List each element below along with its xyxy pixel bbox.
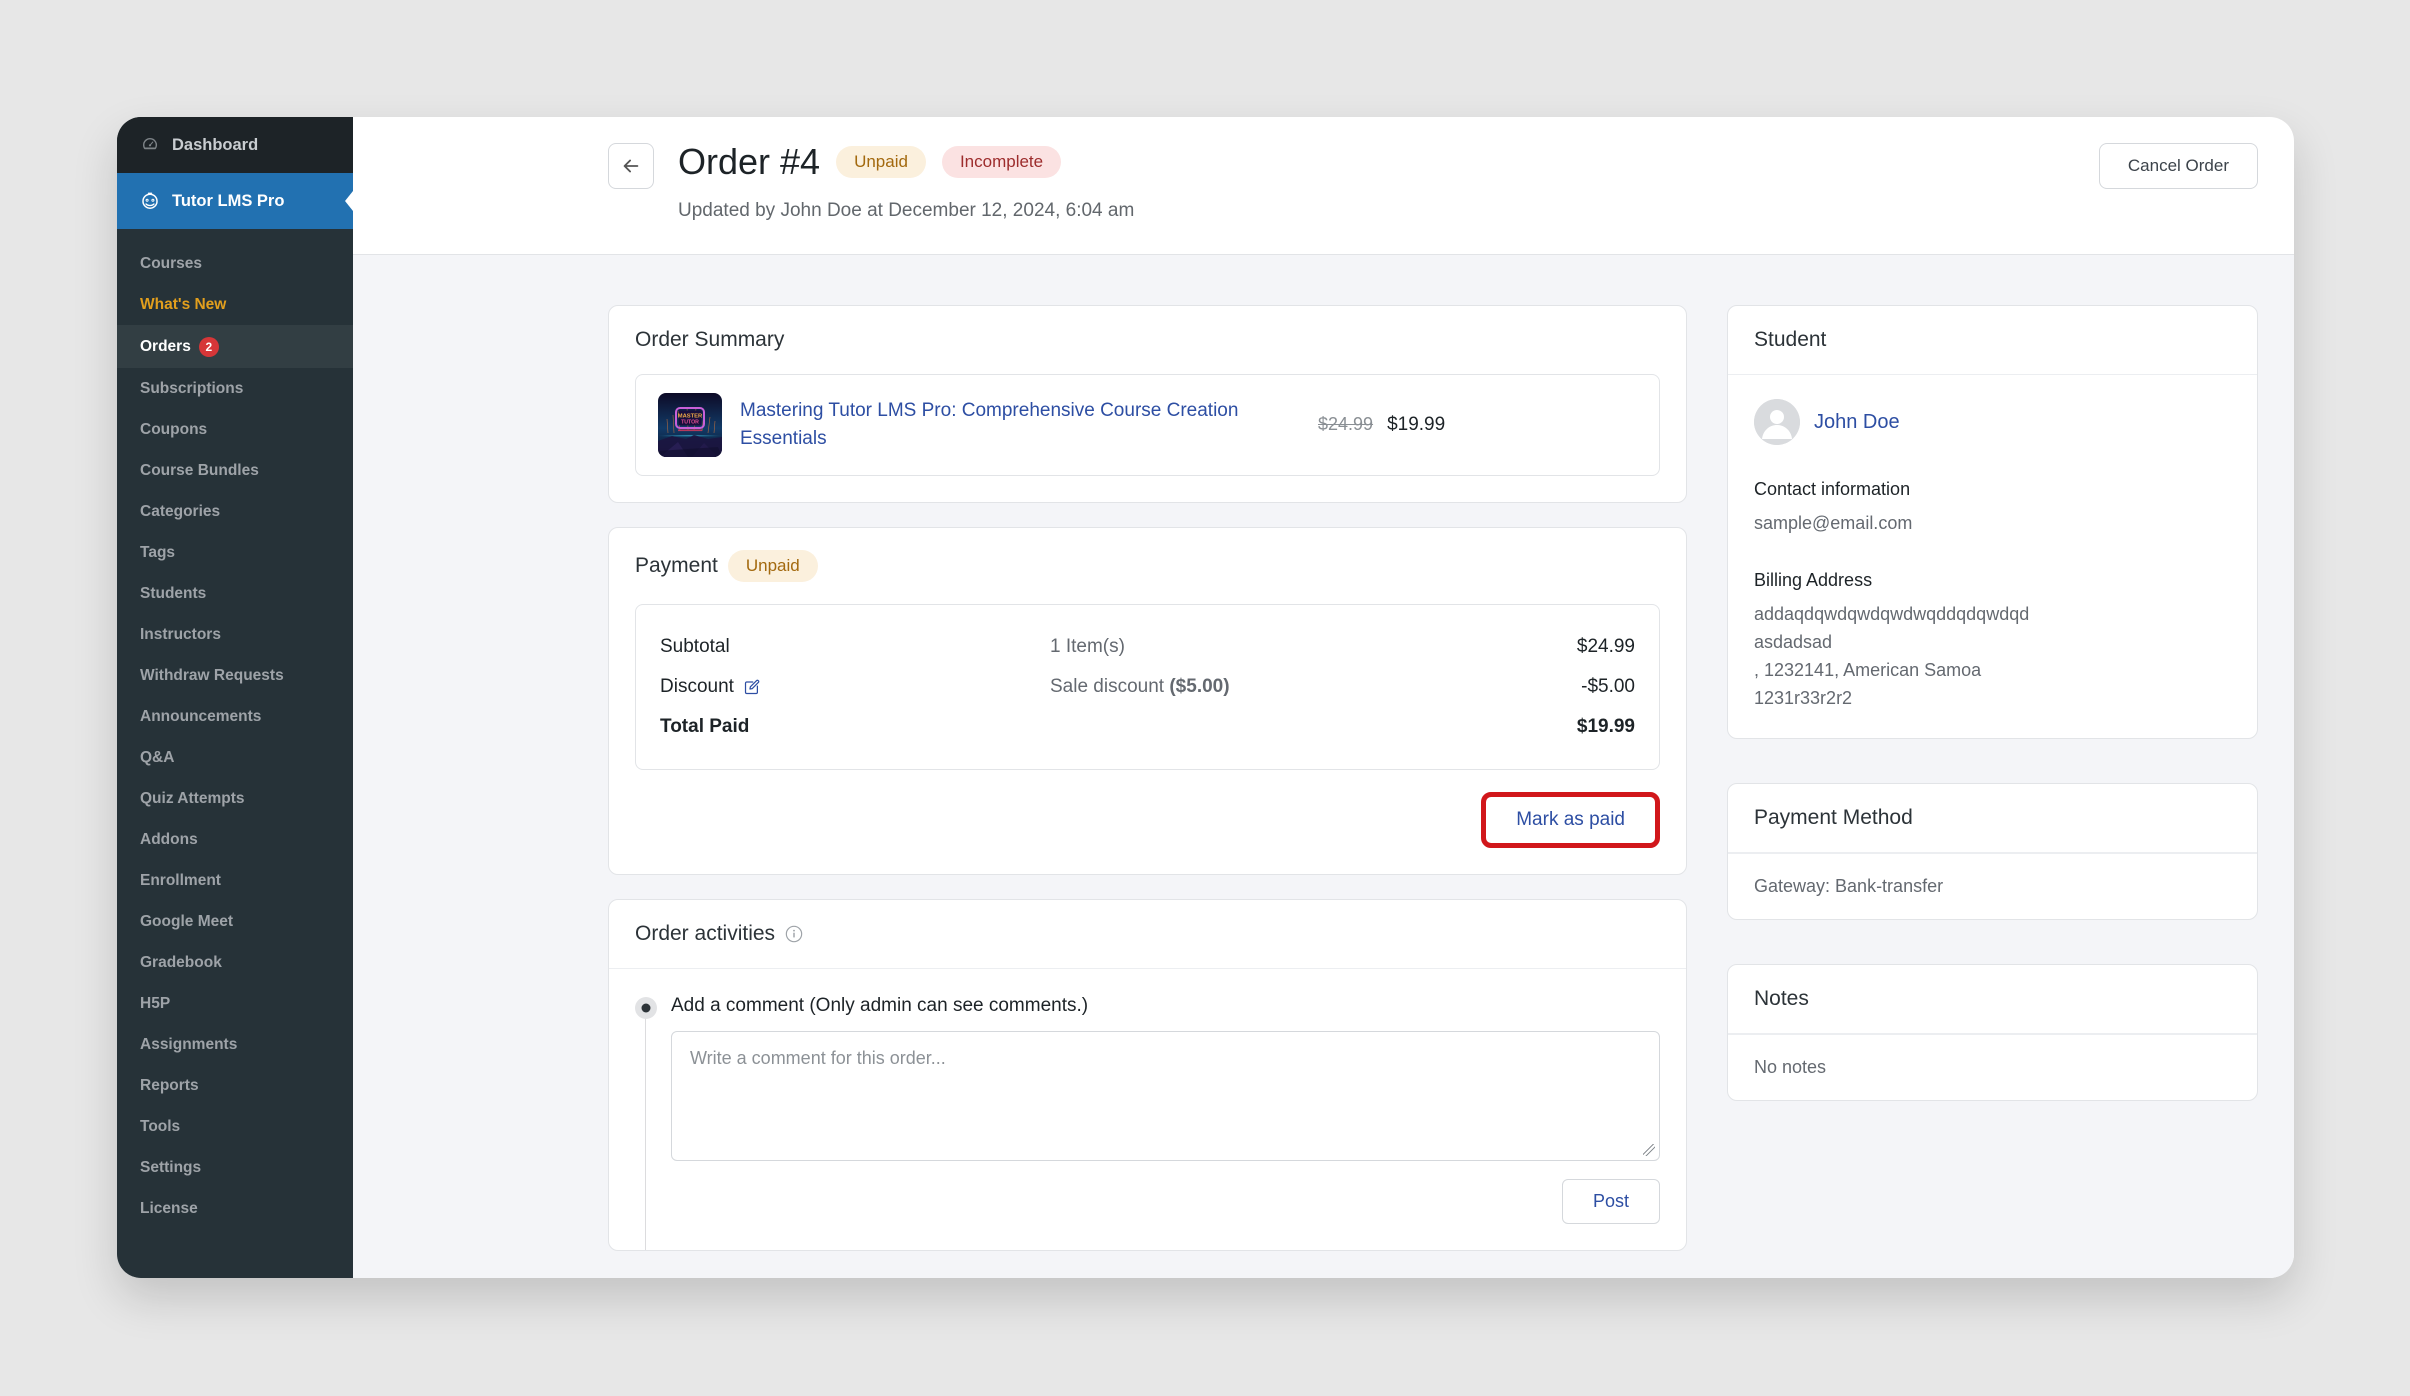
svg-text:TUTOR: TUTOR (681, 420, 699, 426)
svg-text:MASTER: MASTER (678, 413, 703, 419)
